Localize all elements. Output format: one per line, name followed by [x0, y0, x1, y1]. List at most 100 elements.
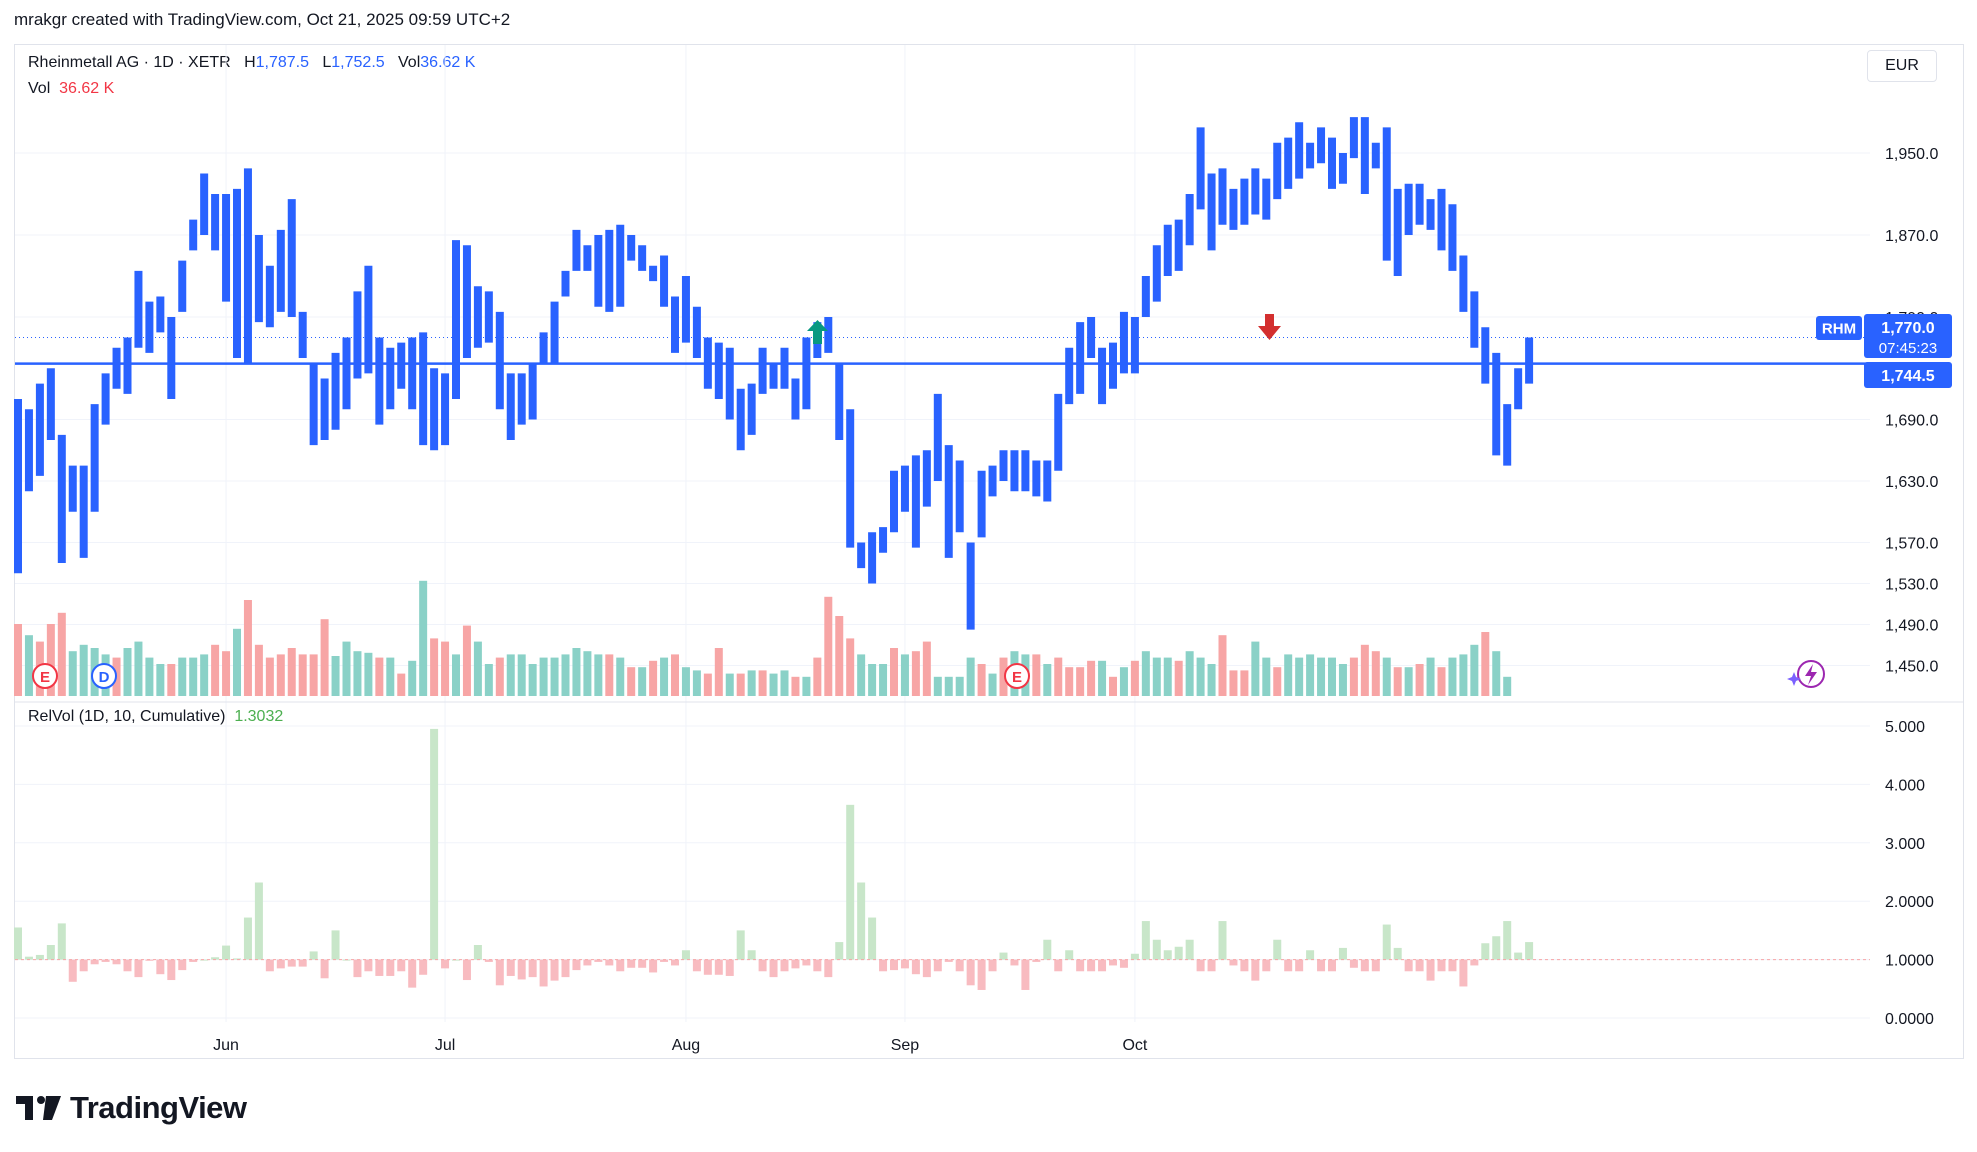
price-bar: [79, 465, 88, 558]
earnings-event-marker[interactable]: E: [32, 663, 58, 689]
price-bar: [1130, 317, 1139, 374]
relvol-bar: [1470, 959, 1479, 966]
event-marker-letter: E: [40, 669, 50, 686]
price-bars: [14, 117, 1534, 630]
volume-bar: [375, 657, 384, 696]
up-arrow-icon: [807, 320, 828, 344]
price-bar: [1065, 347, 1074, 405]
symbol-title[interactable]: Rheinmetall AG · 1D · XETR: [28, 54, 231, 71]
tradingview-logo[interactable]: TradingView: [16, 1090, 247, 1126]
price-bar: [780, 347, 789, 389]
volume-bar: [1503, 676, 1512, 696]
volume-bar: [1119, 667, 1128, 696]
relvol-bar: [1382, 924, 1391, 960]
relvol-bar: [517, 959, 526, 980]
volume-row-label[interactable]: Vol: [28, 80, 51, 97]
relvol-bar: [1218, 921, 1227, 960]
currency-button[interactable]: EUR: [1867, 50, 1937, 82]
volume-bar: [462, 625, 471, 696]
relvol-bar: [1481, 943, 1490, 960]
volume-bar: [1306, 654, 1315, 696]
volume-bar: [57, 612, 66, 696]
price-bar: [123, 337, 132, 394]
volume-bar: [233, 628, 241, 696]
volume-bar: [331, 656, 340, 696]
volume-bar: [955, 676, 964, 696]
relvol-bar: [1262, 959, 1271, 972]
volume-bar: [1163, 657, 1172, 696]
relvol-tick-label: 1.0000: [1885, 953, 1934, 970]
volume-bar: [572, 648, 581, 696]
relvol-bar: [134, 959, 143, 978]
price-bar: [243, 168, 252, 364]
relvol-bar: [386, 959, 395, 976]
volume-bar: [1393, 667, 1402, 696]
volume-bar: [1251, 641, 1260, 696]
price-bar: [1284, 137, 1293, 189]
price-bar: [627, 235, 636, 261]
relvol-bar: [736, 930, 745, 960]
event-marker-letter: D: [99, 669, 110, 686]
price-bar: [211, 194, 220, 251]
price-axis: 1,950.01,870.01,790.01,690.01,630.01,570…: [213, 146, 1938, 1054]
price-bar: [408, 337, 417, 410]
relvol-bar: [660, 959, 669, 962]
volume-bar: [265, 657, 274, 696]
relvol-label[interactable]: RelVol (1D, 10, Cumulative): [28, 708, 226, 725]
volume-bar: [473, 641, 482, 696]
price-bar: [528, 363, 537, 420]
relvol-bar: [1240, 959, 1249, 972]
relvol-bar: [112, 959, 121, 965]
volume-bar: [408, 660, 417, 696]
volume-bar: [517, 654, 526, 696]
volume-bar: [780, 670, 789, 696]
volume-bar: [1492, 651, 1501, 696]
relvol-bar: [1306, 950, 1315, 960]
volume-bar: [167, 664, 176, 696]
relvol-bar: [90, 959, 99, 965]
volume-value: 36.62 K: [420, 54, 476, 71]
earnings-event-marker[interactable]: E: [1004, 663, 1030, 689]
price-bar: [309, 363, 318, 446]
relvol-bar: [1284, 959, 1293, 972]
price-bar: [1349, 117, 1358, 159]
price-bar: [769, 363, 778, 389]
volume-bar: [802, 676, 811, 696]
volume-bar: [1032, 654, 1041, 696]
volume-bar: [495, 657, 504, 696]
price-bar: [758, 347, 767, 394]
price-bar: [649, 265, 658, 282]
volume-bar: [1437, 667, 1446, 696]
relvol-bar: [539, 959, 548, 987]
volume-bar: [583, 651, 592, 696]
price-bar: [900, 465, 909, 512]
price-bar: [1371, 142, 1380, 169]
relvol-bar: [211, 957, 220, 960]
lightning-event-marker[interactable]: [1787, 660, 1825, 688]
volume-bars: [14, 580, 1512, 696]
price-bar: [572, 229, 581, 271]
relvol-bar: [681, 950, 690, 960]
volume-bar: [46, 624, 55, 696]
volume-bar: [1349, 657, 1358, 696]
low-label: L: [322, 54, 332, 71]
price-bar: [1404, 183, 1413, 235]
volume-bar: [178, 657, 187, 696]
price-bar: [101, 373, 110, 425]
price-bar: [386, 347, 395, 410]
volume-bar: [813, 657, 822, 696]
relvol-bar: [1054, 959, 1063, 972]
price-bar: [594, 235, 603, 307]
relvol-bar: [857, 882, 866, 960]
price-bar: [134, 270, 143, 348]
volume-bar: [353, 651, 362, 696]
relvol-bar: [605, 959, 614, 966]
line-price-badge-bg: [1864, 362, 1952, 388]
price-bar: [1415, 183, 1424, 225]
time-tick-label: Jun: [213, 1037, 239, 1054]
dividend-event-marker[interactable]: D: [91, 663, 117, 689]
volume-bar: [824, 596, 833, 696]
price-bar: [46, 368, 55, 440]
